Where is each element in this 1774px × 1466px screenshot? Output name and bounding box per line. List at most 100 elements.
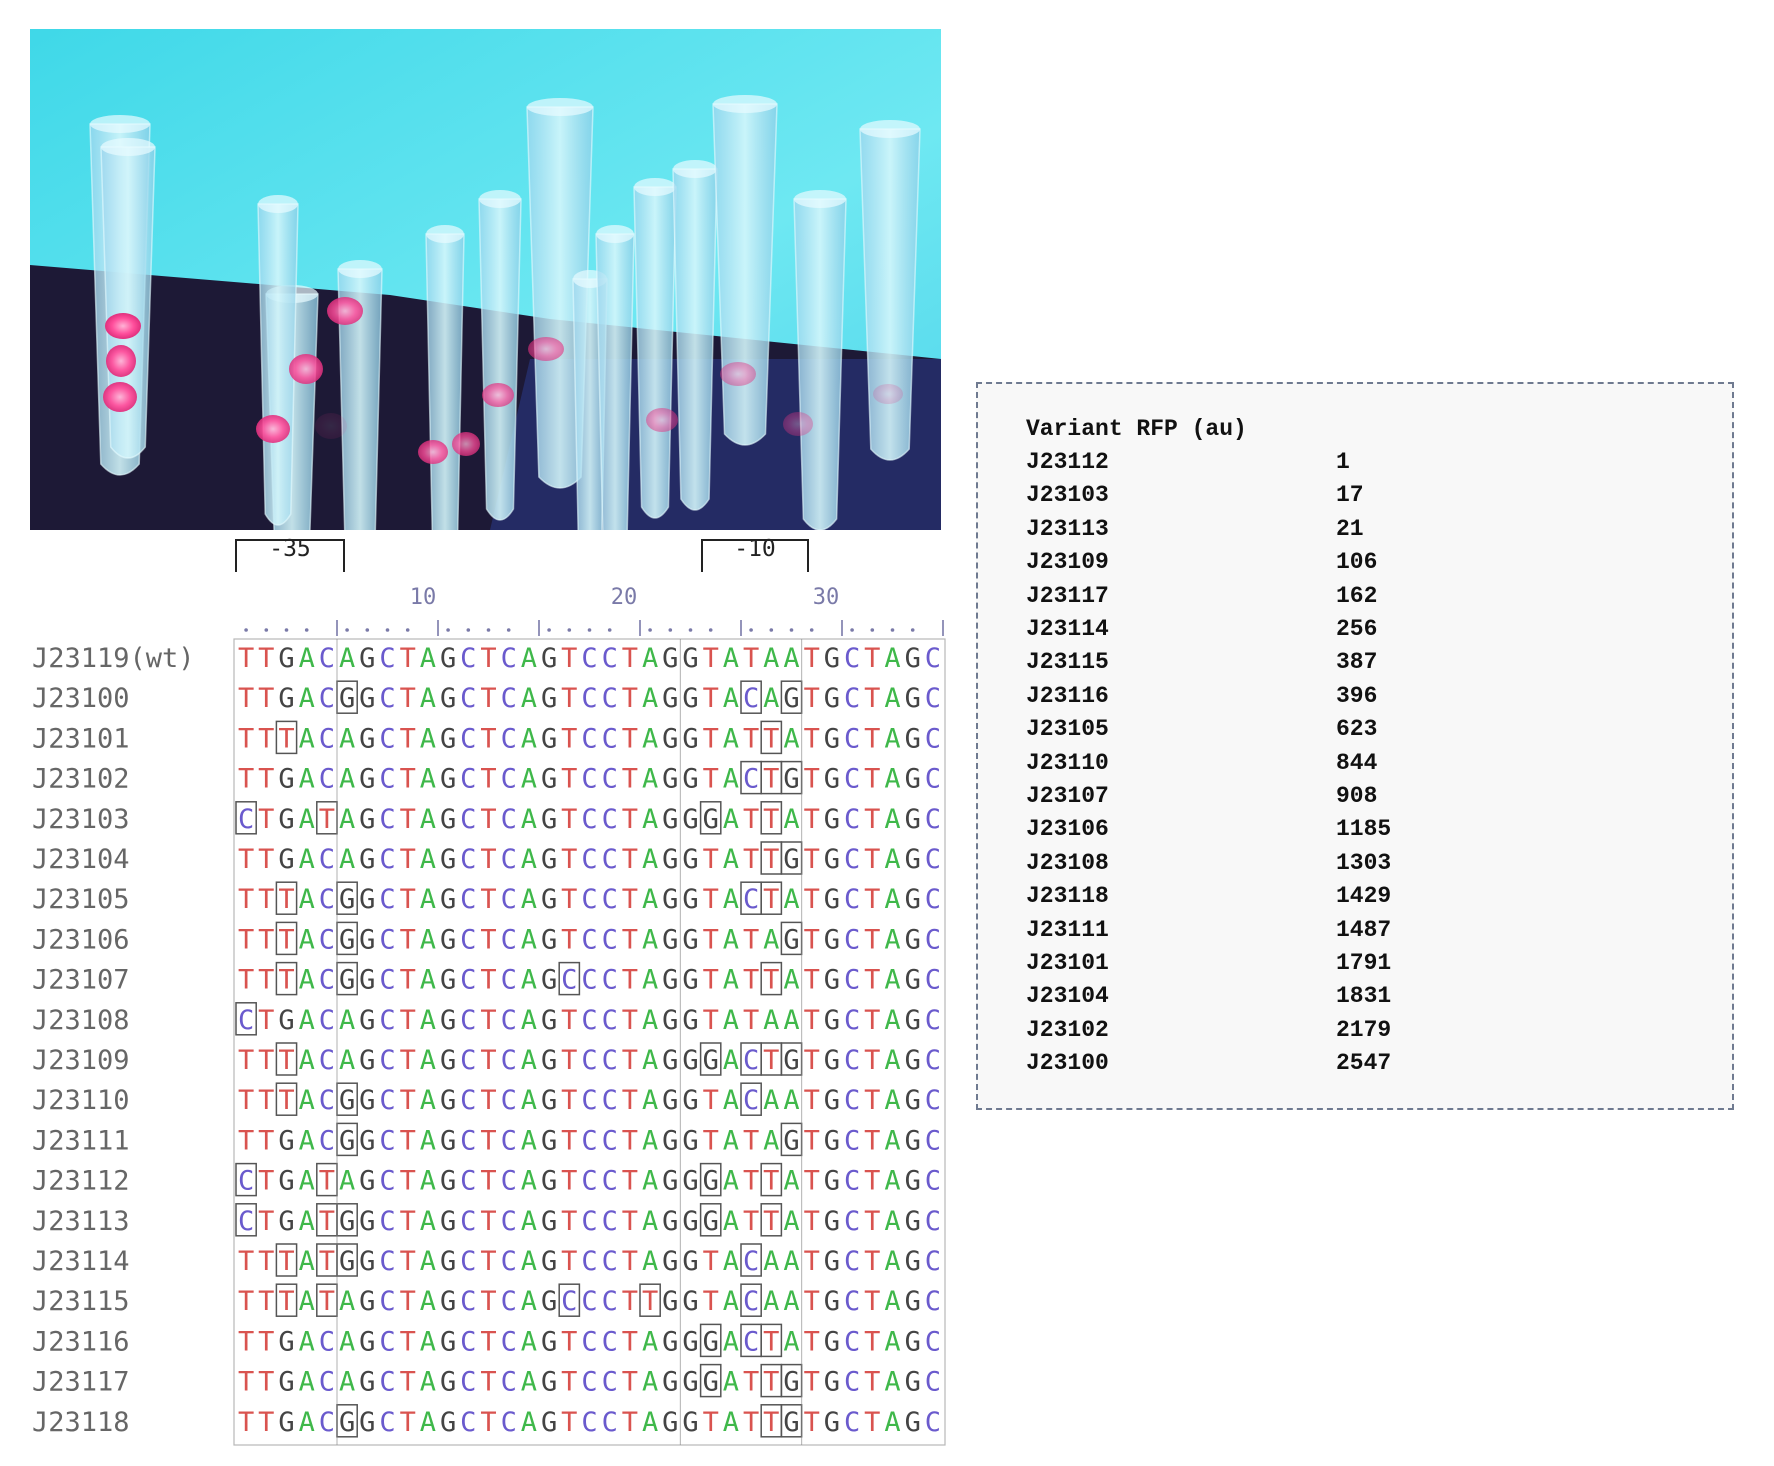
base-letter: G	[440, 924, 456, 955]
base-letter: T	[561, 1166, 577, 1197]
ruler-dot	[547, 628, 551, 632]
tube-rim	[527, 98, 593, 116]
base-letter: C	[581, 965, 597, 996]
rfp-value: 2179	[1336, 1016, 1392, 1043]
rfp-variant: J23118	[1026, 883, 1109, 910]
base-letter: C	[925, 1085, 941, 1116]
rfp-value: 17	[1336, 482, 1364, 509]
base-letter: G	[783, 1407, 799, 1438]
base-letter: C	[460, 683, 476, 714]
base-letter: A	[642, 1125, 658, 1156]
base-letter: T	[258, 965, 274, 996]
base-letter: C	[460, 1125, 476, 1156]
base-letter: G	[662, 884, 678, 915]
base-letter: A	[783, 1246, 799, 1277]
base-letter: A	[642, 1085, 658, 1116]
base-letter: T	[278, 1085, 294, 1116]
base-letter: A	[642, 643, 658, 674]
rfp-variant: J23113	[1026, 515, 1109, 542]
rfp-value: 1303	[1336, 849, 1392, 876]
fluorescent-pellet	[256, 415, 290, 443]
base-letter: T	[804, 683, 820, 714]
base-letter: A	[783, 884, 799, 915]
base-letter: C	[602, 1005, 618, 1036]
rfp-value: 908	[1336, 783, 1378, 809]
fluorescent-pellet	[482, 383, 514, 407]
base-letter: C	[319, 844, 335, 875]
base-letter: T	[864, 1005, 880, 1036]
base-letter: T	[258, 1085, 274, 1116]
rfp-value: 387	[1336, 649, 1378, 676]
base-letter: T	[622, 924, 638, 955]
base-letter: G	[541, 1125, 557, 1156]
base-letter: C	[602, 965, 618, 996]
rfp-value: 1791	[1336, 950, 1392, 976]
base-letter: C	[844, 804, 860, 835]
base-letter: T	[622, 1206, 638, 1237]
base-letter: C	[581, 1045, 597, 1076]
base-letter: C	[460, 884, 476, 915]
base-letter: C	[501, 965, 517, 996]
base-letter: T	[864, 1125, 880, 1156]
base-letter: G	[278, 1005, 294, 1036]
base-letter: T	[400, 1246, 416, 1277]
base-letter: T	[278, 924, 294, 955]
ruler-dot	[668, 628, 673, 632]
base-letter: T	[480, 804, 496, 835]
base-letter: T	[480, 1045, 496, 1076]
base-letter: G	[440, 1045, 456, 1076]
base-letter: T	[561, 1085, 577, 1116]
ruler-dot	[910, 628, 915, 632]
base-letter: T	[400, 1125, 416, 1156]
base-letter: T	[238, 723, 254, 754]
base-letter: A	[783, 643, 799, 674]
base-letter: A	[783, 1085, 799, 1116]
base-letter: T	[400, 1407, 416, 1438]
base-letter: C	[925, 1367, 941, 1398]
base-letter: T	[804, 965, 820, 996]
base-letter: T	[804, 1045, 820, 1076]
base-letter: T	[258, 723, 274, 754]
tube	[859, 128, 921, 461]
base-letter: C	[379, 1045, 395, 1076]
base-letter: C	[501, 804, 517, 835]
base-letter: T	[703, 723, 719, 754]
base-letter: A	[884, 764, 900, 795]
base-letter: C	[925, 764, 941, 795]
base-letter: T	[864, 844, 880, 875]
region-brackets: -35 -10	[235, 536, 809, 572]
base-letter: A	[783, 1166, 799, 1197]
mismatch-box	[275, 1243, 298, 1277]
base-letter: T	[703, 1005, 719, 1036]
base-letter: A	[299, 643, 315, 674]
base-letter: T	[763, 844, 779, 875]
base-letter: G	[359, 1367, 375, 1398]
rfp-variant: J23108	[1026, 849, 1109, 876]
base-letter: G	[541, 1085, 557, 1116]
base-letter: C	[501, 764, 517, 795]
base-letter: A	[763, 924, 779, 955]
mismatch-box	[699, 1042, 722, 1076]
base-letter: T	[743, 643, 759, 674]
base-letter: T	[238, 1125, 254, 1156]
base-letter: A	[642, 1005, 658, 1036]
base-letter: G	[824, 1206, 840, 1237]
rfp-variant: J23110	[1026, 749, 1109, 776]
base-letter: C	[501, 1407, 517, 1438]
base-letter: A	[783, 1286, 799, 1317]
base-letter: A	[884, 1085, 900, 1116]
tube	[425, 233, 465, 530]
rfp-variant: J23101	[1026, 950, 1109, 976]
fluorescent-pellet	[327, 297, 363, 325]
base-letter: T	[864, 723, 880, 754]
base-letter: T	[763, 1045, 779, 1076]
base-letter: A	[723, 1125, 739, 1156]
base-letter: A	[642, 764, 658, 795]
base-letter: C	[561, 965, 577, 996]
base-letter: C	[319, 884, 335, 915]
tube	[257, 203, 299, 526]
base-letter: C	[925, 804, 941, 835]
base-letter: A	[339, 643, 355, 674]
base-letter: G	[359, 1326, 375, 1357]
base-letter: C	[501, 884, 517, 915]
